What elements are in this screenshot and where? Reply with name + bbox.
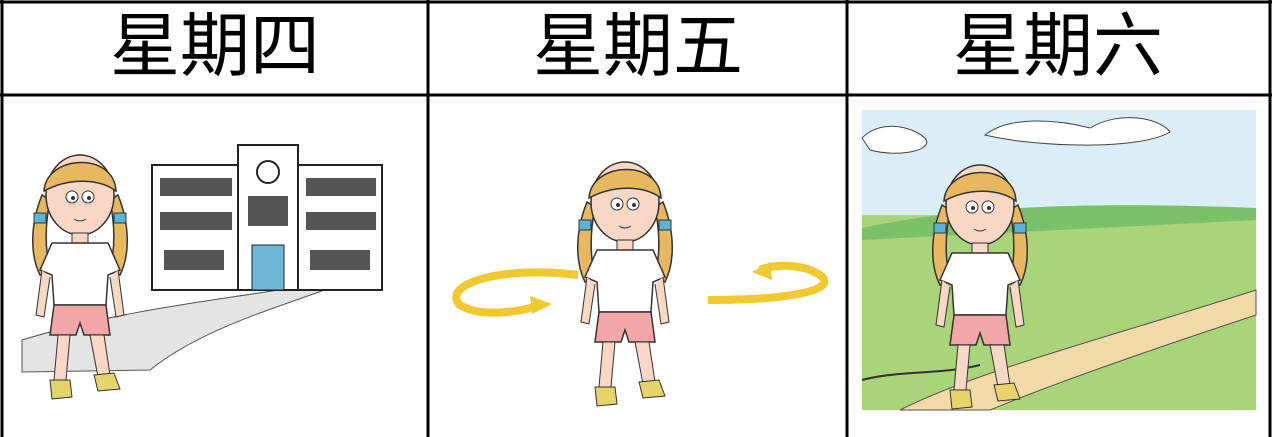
- girl: [576, 161, 674, 407]
- header-cell: 星期五: [533, 5, 743, 87]
- field-illustration: [861, 110, 1257, 411]
- header-cell: 星期六: [953, 5, 1163, 87]
- header-cell: 星期四: [110, 5, 320, 87]
- circling-illustration: [452, 161, 829, 407]
- school-illustration: [21, 144, 383, 400]
